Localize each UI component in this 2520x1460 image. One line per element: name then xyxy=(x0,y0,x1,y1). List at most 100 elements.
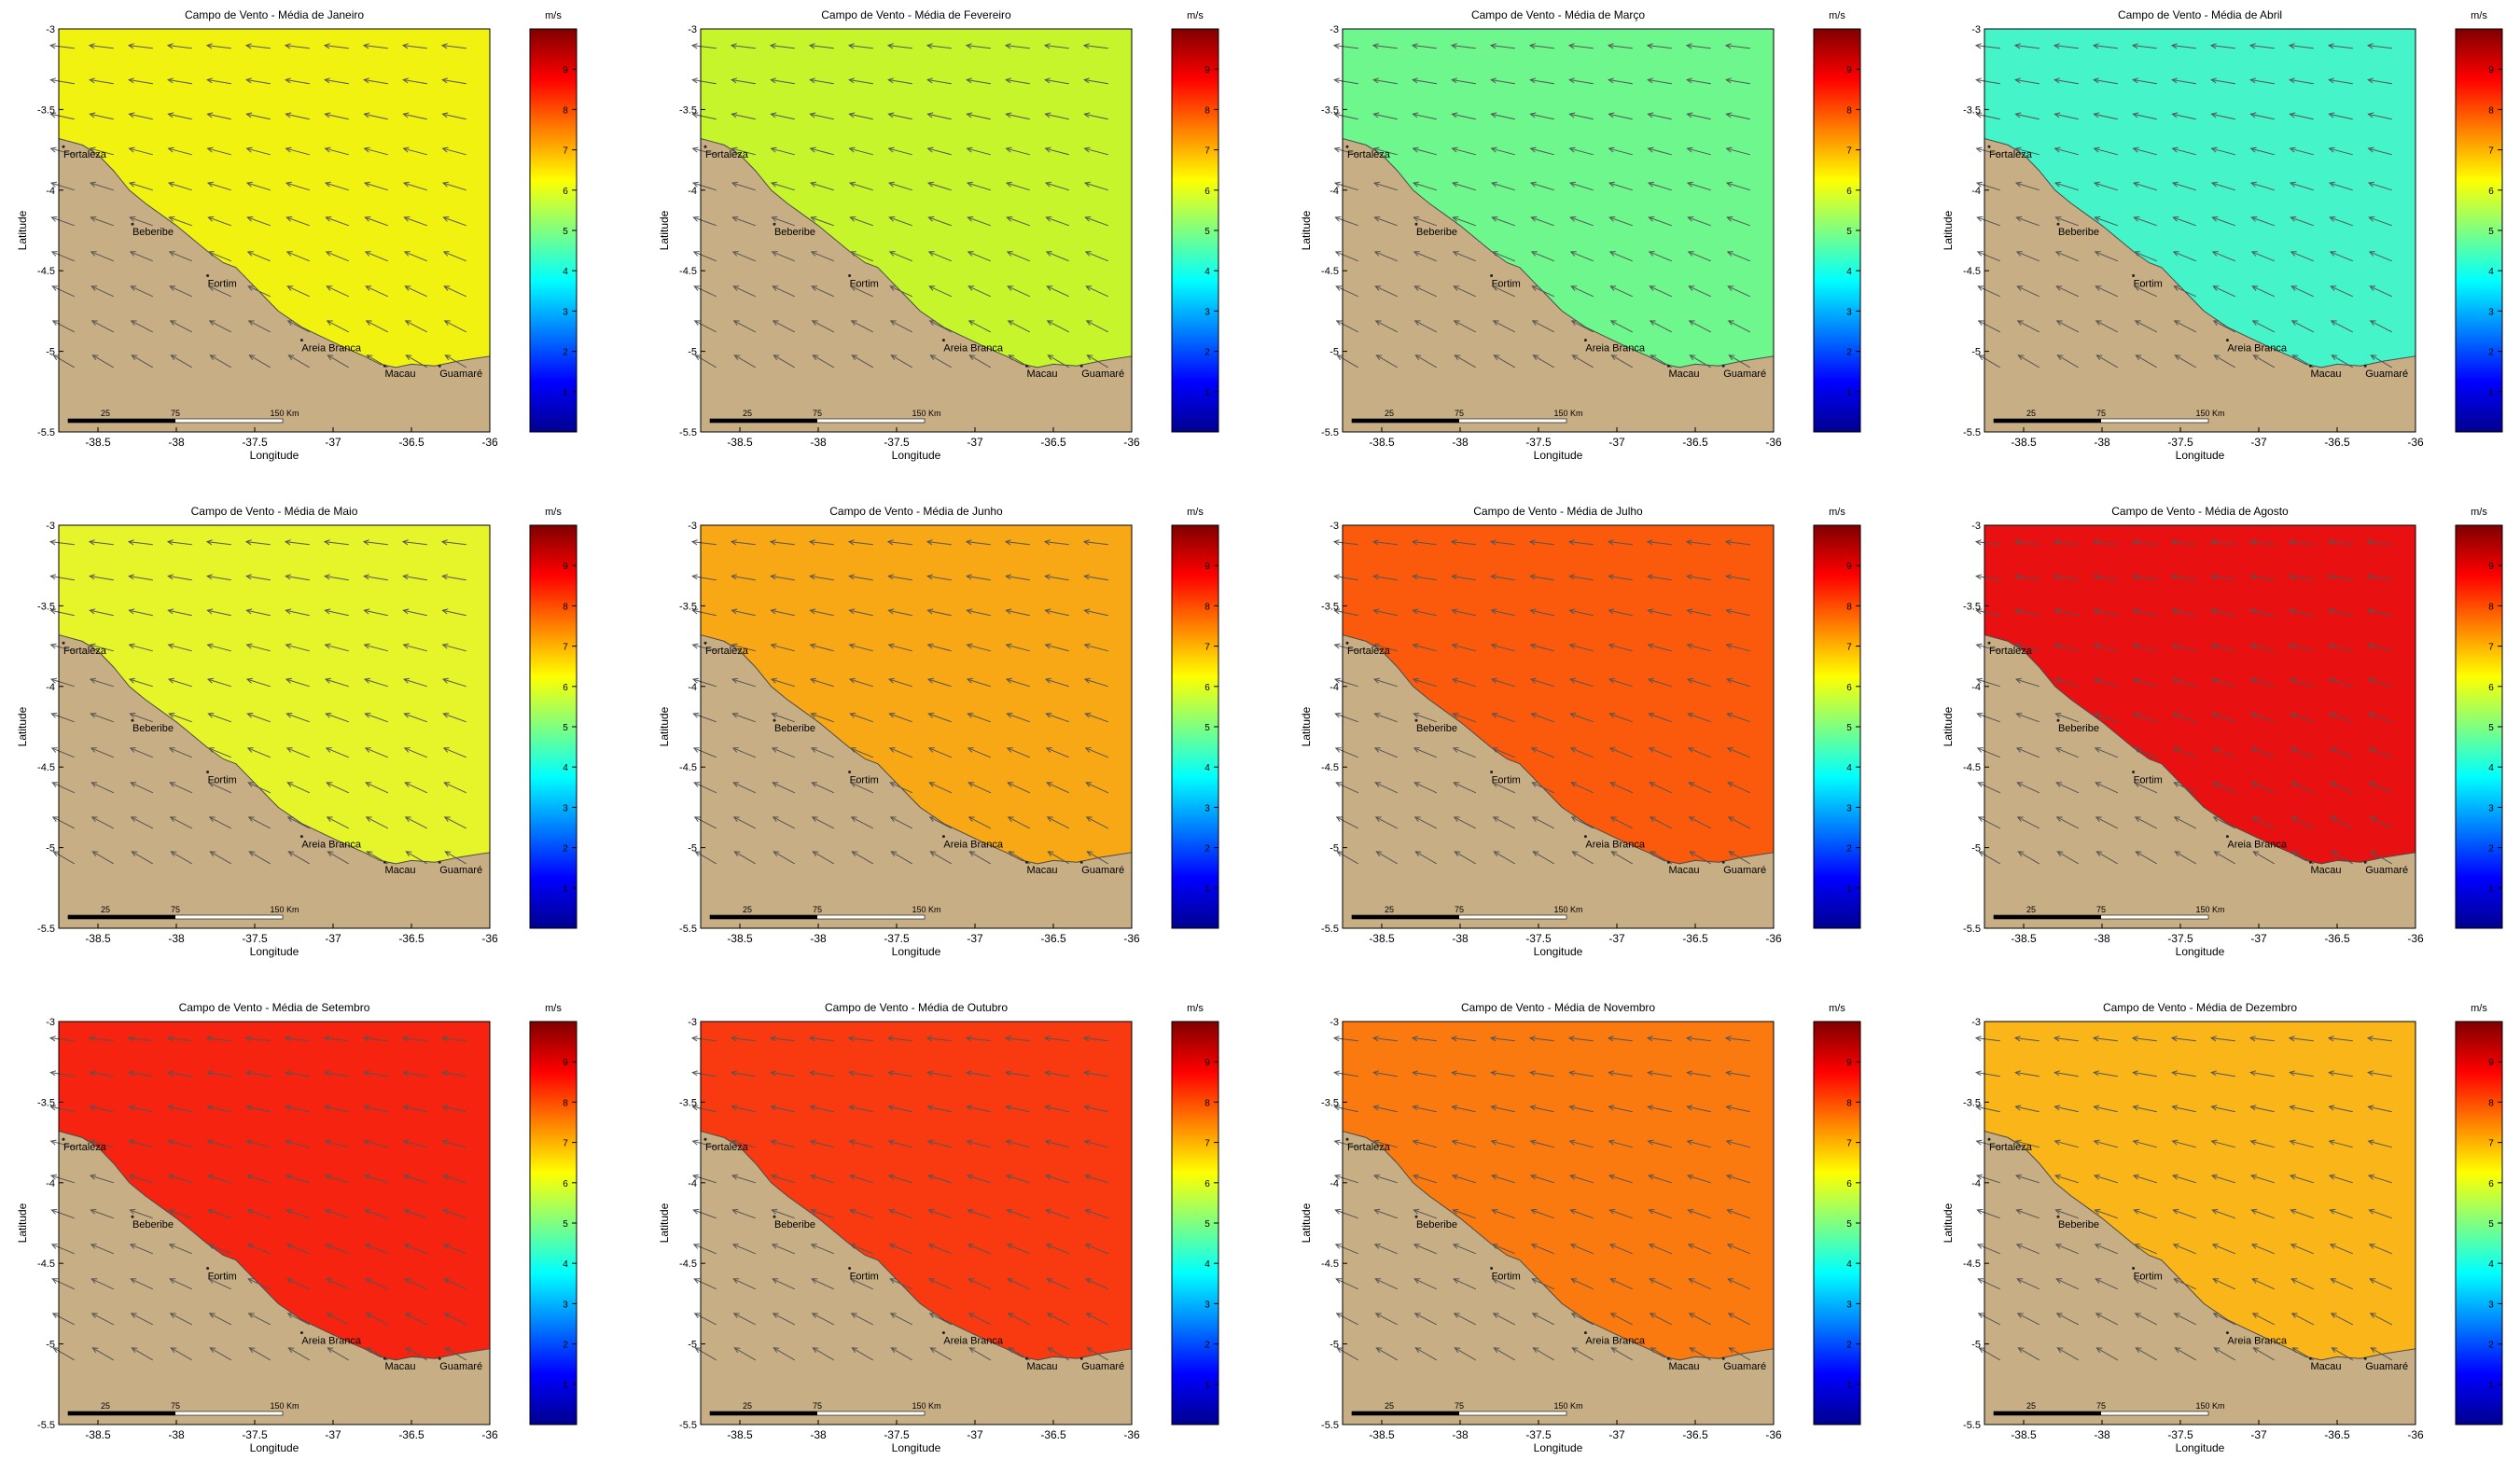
wind-vector-arrow xyxy=(1608,677,1633,688)
wind-vector-arrow xyxy=(2093,146,2118,156)
wind-vector-head xyxy=(1608,574,1615,580)
wind-vector-shaft xyxy=(2249,45,2275,49)
wind-vector-head xyxy=(1454,355,1461,361)
wind-vector-arrow xyxy=(49,43,75,49)
wind-vector-shaft xyxy=(1006,113,1030,120)
wind-vector-shaft xyxy=(928,285,953,298)
wind-vector-arrow xyxy=(404,1278,428,1290)
wind-vector-shaft xyxy=(129,1175,153,1184)
wind-vector-shaft xyxy=(810,678,834,688)
wind-vector-head xyxy=(1372,181,1380,188)
wind-vector-shaft xyxy=(731,1105,756,1113)
wind-vector-head xyxy=(966,1139,973,1146)
wind-vector-shaft xyxy=(2015,1140,2040,1148)
wind-vector-head xyxy=(167,181,174,188)
wind-vector-head xyxy=(363,1174,370,1180)
wind-vector-shaft xyxy=(2133,1072,2157,1078)
wind-vector-arrow xyxy=(2171,181,2196,191)
wind-vector-head xyxy=(2095,1347,2103,1354)
wind-vector-shaft xyxy=(927,609,952,617)
colorbar-tick-label: 9 xyxy=(1204,1058,1210,1068)
wind-vector-head xyxy=(968,285,975,291)
x-axis-label: Longitude xyxy=(250,449,299,462)
wind-vector-arrow xyxy=(2171,77,2196,85)
wind-vector-head xyxy=(2055,816,2063,823)
wind-vector-shaft xyxy=(734,1347,757,1361)
wind-vector-arrow xyxy=(443,816,467,829)
wind-vector-shaft xyxy=(50,79,75,85)
plot-frame xyxy=(1984,1021,2416,1425)
colorbar-tick-label: 7 xyxy=(563,1139,568,1149)
wind-vector-head xyxy=(404,320,411,327)
wind-vector-arrow xyxy=(1044,1105,1069,1113)
x-tick-label: -36 xyxy=(1123,932,1140,945)
wind-vector-arrow xyxy=(731,181,756,191)
wind-vector-arrow xyxy=(2328,1174,2353,1184)
wind-vector-arrow xyxy=(2369,1313,2393,1326)
wind-vector-head xyxy=(1977,1278,1984,1284)
wind-vector-shaft xyxy=(2134,1209,2157,1219)
wind-vector-shaft xyxy=(247,251,271,262)
place-label: Macau xyxy=(384,1361,415,1372)
wind-vector-head xyxy=(2095,1313,2102,1319)
wind-vector-arrow xyxy=(285,747,310,758)
y-tick-label: -5.5 xyxy=(37,924,55,935)
wind-vector-arrow xyxy=(364,1208,388,1219)
place-marker xyxy=(1024,860,1028,864)
wind-vector-arrow xyxy=(207,251,231,262)
wind-vector-head xyxy=(1083,677,1091,684)
wind-vector-shaft xyxy=(92,355,115,368)
wind-vector-shaft xyxy=(248,320,271,333)
wind-vector-head xyxy=(849,1208,856,1215)
colorbar-tick-label: 8 xyxy=(2488,105,2494,116)
colorbar-unit-label: m/s xyxy=(545,10,562,21)
wind-vector-shaft xyxy=(365,747,388,758)
wind-vector-arrow xyxy=(402,1174,427,1184)
wind-vector-arrow xyxy=(50,251,75,262)
wind-vector-arrow xyxy=(810,712,834,723)
plot-frame xyxy=(700,1021,1133,1425)
wind-vector-head xyxy=(1728,851,1735,857)
wind-vector-arrow xyxy=(1005,608,1030,617)
wind-vector-head xyxy=(245,643,253,649)
colorbar-tick-label: 5 xyxy=(2488,723,2494,733)
wind-vector-arrow xyxy=(1974,1036,2000,1042)
wind-vector-arrow xyxy=(444,851,467,865)
wind-vector-arrow xyxy=(888,251,912,262)
wind-vector-shaft xyxy=(1491,1175,1515,1184)
wind-vector-arrow xyxy=(811,1278,835,1290)
place-label: Areia Branca xyxy=(2227,1336,2287,1347)
wind-vector-arrow xyxy=(1647,677,1672,688)
wind-vector-arrow xyxy=(2330,782,2354,794)
wind-vector-head xyxy=(693,285,701,291)
wind-vector-shaft xyxy=(693,216,717,227)
wind-vector-arrow xyxy=(1083,77,1108,85)
wind-vector-arrow xyxy=(90,320,115,333)
wind-vector-arrow xyxy=(2092,539,2118,546)
wind-vector-shaft xyxy=(207,1105,231,1113)
wind-vector-arrow xyxy=(1086,851,1109,865)
wind-vector-head xyxy=(1454,1347,1461,1354)
wind-vector-shaft xyxy=(168,576,192,581)
wind-vector-arrow xyxy=(2054,574,2079,581)
wind-vector-shaft xyxy=(1572,1347,1594,1361)
wind-vector-head xyxy=(285,216,293,222)
wind-vector-shaft xyxy=(771,1105,795,1113)
wind-vector-arrow xyxy=(1374,782,1399,794)
wind-vector-shaft xyxy=(927,678,952,688)
wind-vector-shaft xyxy=(1729,1347,1751,1361)
wind-vector-arrow xyxy=(2368,747,2392,758)
wind-vector-shaft xyxy=(850,285,874,298)
wind-vector-arrow xyxy=(90,816,115,829)
wind-vector-head xyxy=(1412,608,1419,615)
x-tick-label: -38.5 xyxy=(2011,932,2037,945)
wind-vector-head xyxy=(169,320,176,327)
wind-vector-shaft xyxy=(168,1140,192,1148)
wind-vector-arrow xyxy=(2251,320,2276,333)
wind-vector-shaft xyxy=(406,355,428,368)
wind-vector-shaft xyxy=(693,285,717,298)
wind-vector-arrow xyxy=(206,608,231,617)
wind-vector-head xyxy=(1046,816,1053,823)
wind-vector-shaft xyxy=(285,79,310,85)
wind-vector-head xyxy=(1650,851,1657,857)
